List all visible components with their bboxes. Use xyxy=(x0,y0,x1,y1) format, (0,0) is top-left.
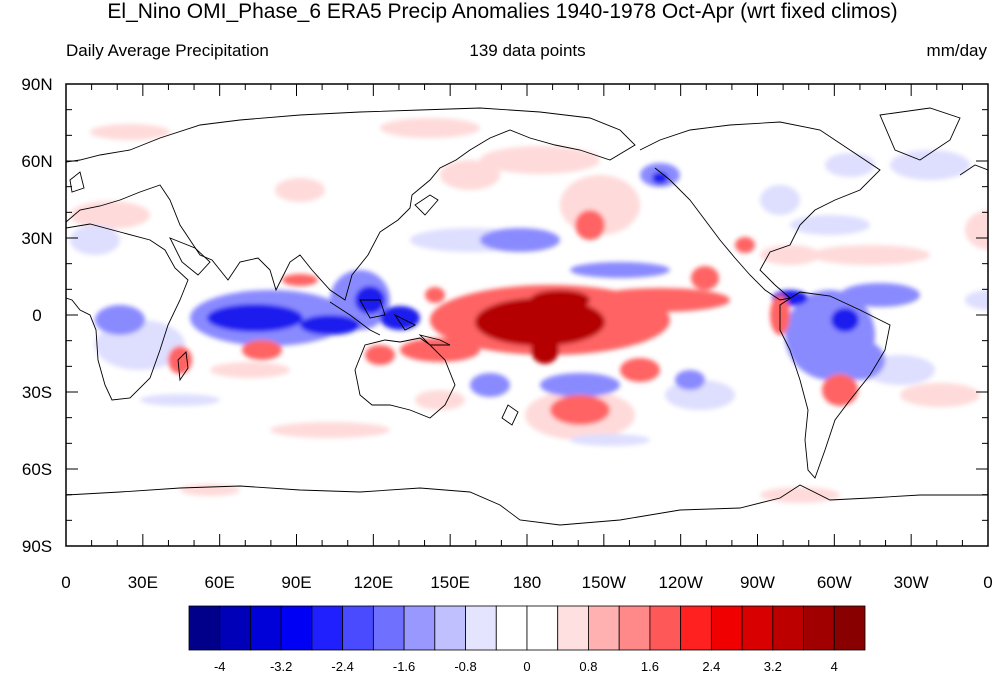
colorbar-labels: -4 -3.2 -2.4 -1.6 -0.8 0 0.8 1.6 2.4 3.2 4 xyxy=(214,659,838,674)
longitude-label: 0 xyxy=(983,573,992,592)
colorbar-swatch xyxy=(588,605,620,651)
weak-positive-anomaly xyxy=(70,118,988,503)
latitude-label: 0 xyxy=(32,306,41,325)
longitude-label: 120W xyxy=(658,573,702,592)
longitude-label: 150W xyxy=(582,573,626,592)
longitude-label: 180 xyxy=(513,573,541,592)
colorbar-swatch xyxy=(772,605,804,651)
colorbar-label: 2.4 xyxy=(702,659,720,674)
colorbar-swatch xyxy=(833,605,866,651)
longitude-label: 60W xyxy=(817,573,852,592)
colorbar-label: 4 xyxy=(831,659,838,674)
colorbar-swatch xyxy=(219,605,251,651)
colorbar-label: 1.6 xyxy=(641,659,659,674)
colorbar-label: -2.4 xyxy=(331,659,353,674)
colorbar-swatch xyxy=(618,605,651,651)
latitude-label: 30S xyxy=(22,383,52,402)
anomaly-field xyxy=(66,84,988,546)
longitude-labels: 0 30E 60E 90E 120E 150E 180 150W 120W 90W 60W 30W 0 xyxy=(61,573,992,592)
latitude-label: 60N xyxy=(21,152,52,171)
latitude-label: 60S xyxy=(22,460,52,479)
variable-label: Daily Average Precipitation xyxy=(66,41,269,60)
units-label: mm/day xyxy=(926,41,987,60)
latitude-label: 30N xyxy=(21,229,52,248)
longitude-label: 30E xyxy=(128,573,158,592)
colorbar-label: -3.2 xyxy=(270,659,292,674)
longitude-label: 60E xyxy=(205,573,235,592)
longitude-label: 90W xyxy=(740,573,775,592)
coastline-antarctica xyxy=(66,484,988,526)
map-title: El_Nino OMI_Phase_6 ERA5 Precip Anomalie… xyxy=(107,0,898,23)
colorbar-label: 0.8 xyxy=(579,659,597,674)
coastline-south-america xyxy=(779,291,891,479)
colorbar-swatch xyxy=(434,605,466,651)
longitude-label: 150E xyxy=(430,573,470,592)
longitude-label: 30W xyxy=(894,573,929,592)
latitude-label: 90S xyxy=(22,537,52,556)
colorbar-label: 3.2 xyxy=(764,659,782,674)
coastline-africa xyxy=(66,223,189,401)
colorbar-swatch xyxy=(803,605,835,651)
coastlines xyxy=(66,107,988,526)
colorbar-swatch xyxy=(557,605,589,651)
colorbar-swatch xyxy=(710,605,743,651)
latitude-labels: 90N 60N 30N 0 30S 60S 90S xyxy=(21,75,52,556)
longitude-label: 0 xyxy=(61,573,70,592)
axis-ticks xyxy=(65,83,989,547)
colorbar-swatch xyxy=(311,605,344,651)
colorbar-swatch xyxy=(526,605,559,651)
colorbar-swatch xyxy=(495,605,528,651)
colorbar-swatch xyxy=(372,605,405,651)
colorbar-swatch xyxy=(403,605,436,651)
colorbar-label: -1.6 xyxy=(393,659,415,674)
colorbar-swatch xyxy=(250,605,282,651)
coastline-australia xyxy=(354,337,456,419)
colorbar-swatch xyxy=(741,605,774,651)
strong-positive-anomaly xyxy=(475,290,605,364)
colorbar-label: 0 xyxy=(523,659,530,674)
longitude-label: 120E xyxy=(353,573,393,592)
colorbar xyxy=(188,605,866,651)
colorbar-swatch xyxy=(465,605,497,651)
colorbar-swatch xyxy=(188,605,221,651)
colorbar-swatch xyxy=(342,605,374,651)
colorbar-swatch xyxy=(280,605,313,651)
coastline-north-america xyxy=(639,121,881,301)
colorbar-label: -4 xyxy=(214,659,226,674)
colorbar-swatch xyxy=(680,605,712,651)
colorbar-label: -0.8 xyxy=(454,659,476,674)
data-points-label: 139 data points xyxy=(469,41,586,60)
colorbar-swatch xyxy=(649,605,682,651)
longitude-label: 90E xyxy=(281,573,311,592)
latitude-label: 90N xyxy=(21,75,52,94)
